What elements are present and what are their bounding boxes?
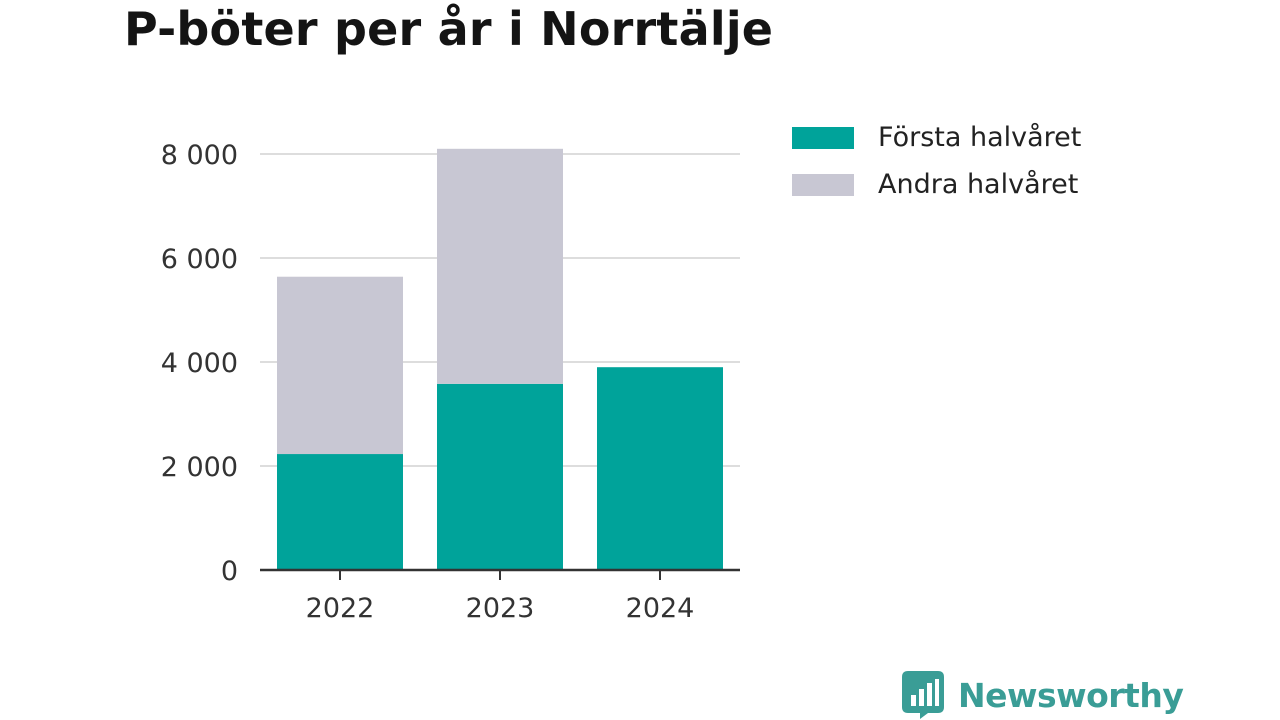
x-axis-labels: 2022 2023 2024 — [306, 593, 695, 624]
bar-second-half-2022[interactable] — [277, 276, 403, 455]
chart-title: P-böter per år i Norrtälje — [124, 2, 774, 56]
y-tick-label: 2 000 — [161, 452, 238, 483]
x-tick-label: 2023 — [466, 593, 535, 624]
newsworthy-logo-icon — [902, 671, 944, 719]
brand-name: Newsworthy — [958, 675, 1184, 715]
legend-item-first-half[interactable]: Första halvåret — [792, 114, 1081, 161]
bar-first-half-2022[interactable] — [277, 454, 403, 570]
y-tick-label: 0 — [221, 556, 238, 587]
legend: Första halvåret Andra halvåret — [792, 114, 1081, 208]
y-tick-label: 8 000 — [161, 140, 238, 171]
legend-label-second-half: Andra halvåret — [878, 169, 1079, 200]
bars — [277, 148, 723, 570]
y-tick-label: 4 000 — [161, 348, 238, 379]
x-tick-label: 2024 — [626, 593, 695, 624]
legend-swatch-second-half — [792, 173, 854, 196]
bar-first-half-2023[interactable] — [437, 383, 563, 570]
legend-item-second-half[interactable]: Andra halvåret — [792, 161, 1081, 208]
y-tick-label: 6 000 — [161, 244, 238, 275]
y-axis-labels: 0 2 000 4 000 6 000 8 000 — [161, 140, 238, 587]
bar-second-half-2023[interactable] — [437, 148, 563, 384]
bar-first-half-2024[interactable] — [597, 367, 723, 570]
legend-label-first-half: Första halvåret — [878, 122, 1082, 153]
x-axis — [260, 568, 740, 580]
x-tick-label: 2022 — [306, 593, 375, 624]
legend-swatch-first-half — [792, 126, 854, 149]
brand-logo: Newsworthy — [902, 671, 1184, 719]
